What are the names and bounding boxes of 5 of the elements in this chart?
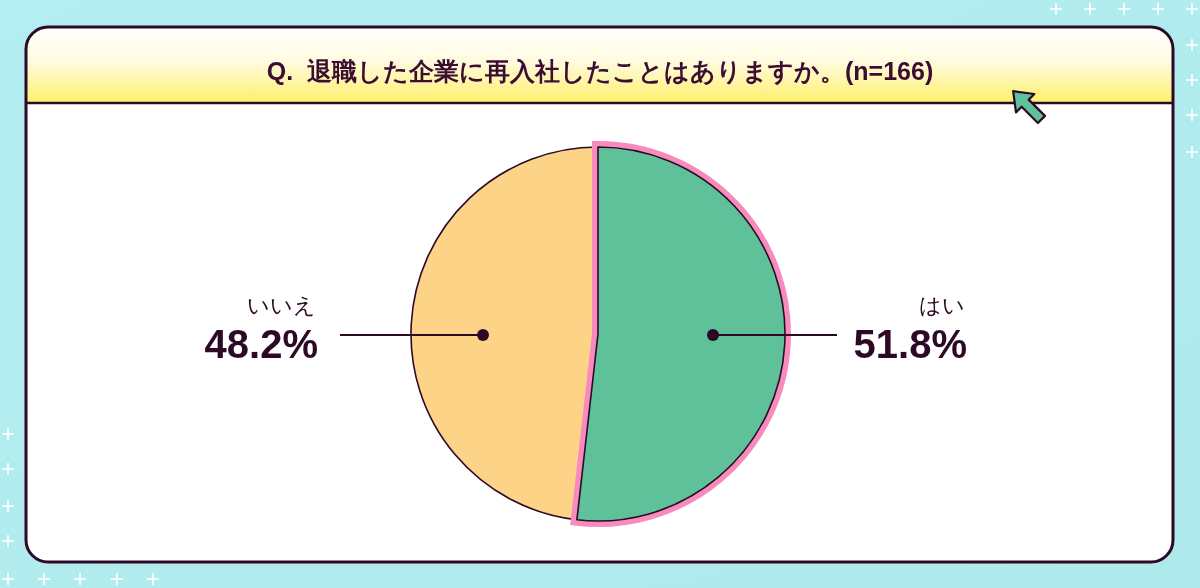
chart-title: Q. 退職した企業に再入社したことはありますか。(n=166) — [266, 57, 934, 86]
slice-label: はい — [919, 293, 965, 318]
data-label: 48.2% — [204, 322, 318, 366]
data-label: 51.8% — [853, 322, 967, 366]
slice-label: いいえ — [247, 293, 316, 318]
